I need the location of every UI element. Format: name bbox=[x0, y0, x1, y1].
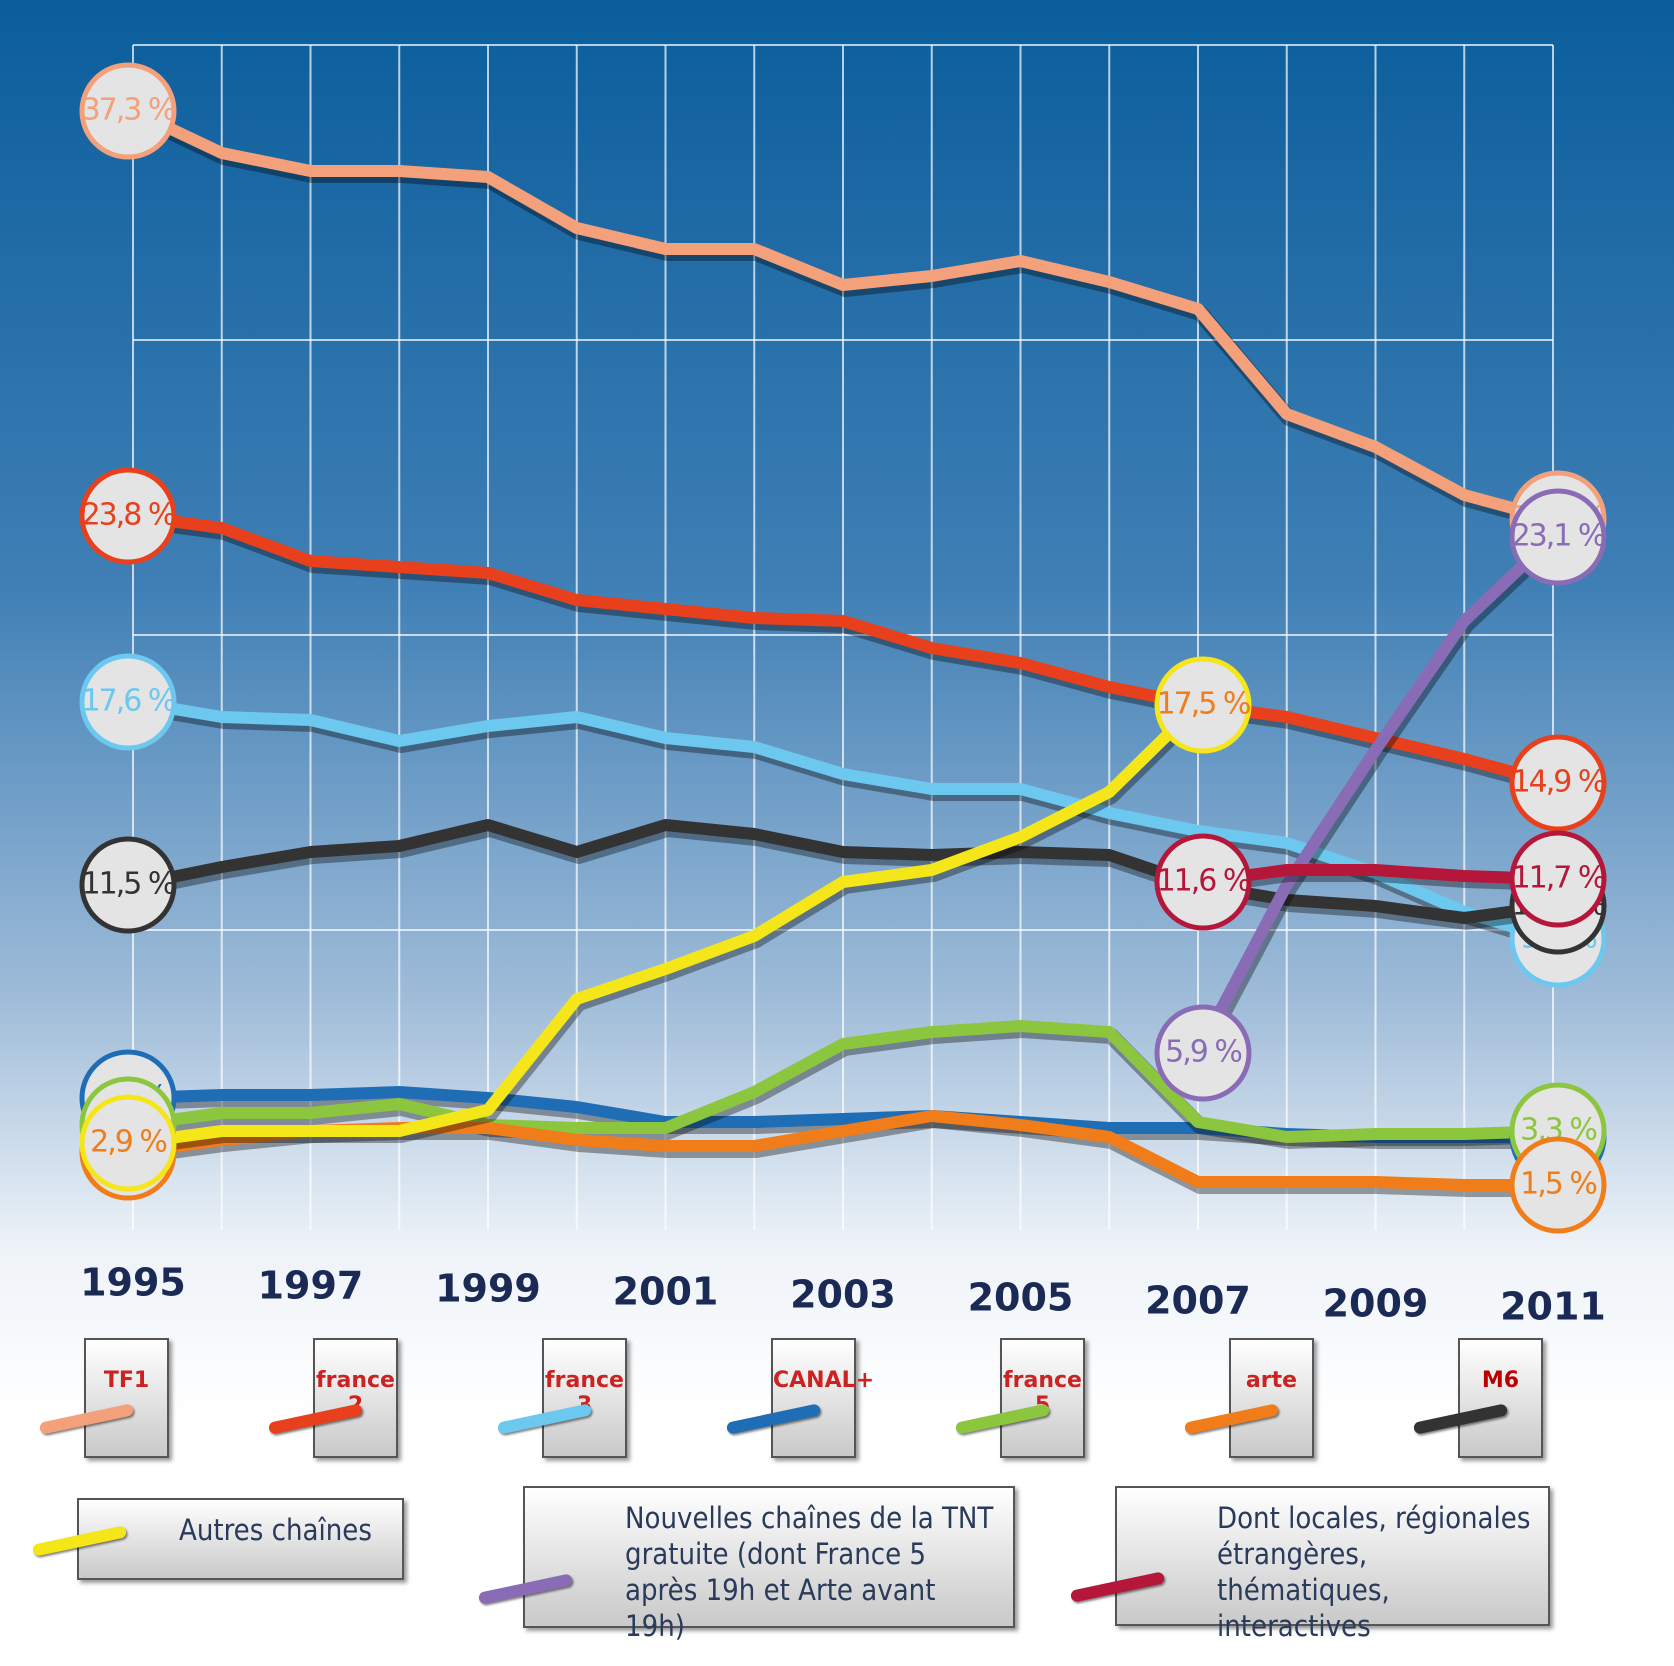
value-label-bubble bbox=[1509, 830, 1607, 928]
series-line bbox=[130, 105, 1555, 525]
value-label-bubble bbox=[79, 62, 177, 160]
value-label-bubble bbox=[79, 653, 177, 751]
x-tick-label: 2011 bbox=[1500, 1285, 1606, 1329]
value-label-bubble bbox=[1509, 734, 1607, 832]
value-label-bubble bbox=[79, 836, 177, 934]
series-line bbox=[132, 700, 1203, 1149]
x-tick-label: 2005 bbox=[968, 1276, 1074, 1320]
value-label: 37,3 % bbox=[82, 93, 175, 128]
x-tick-label: 2007 bbox=[1145, 1279, 1251, 1323]
value-label: 23,8 % bbox=[82, 498, 175, 533]
series-line bbox=[132, 510, 1555, 789]
value-label: 11,6 % bbox=[1157, 864, 1250, 899]
legend-entry: france 5 bbox=[1000, 1338, 1085, 1458]
value-label: 1,5 % bbox=[1520, 1167, 1596, 1202]
value-label: 5,9 % bbox=[1165, 1035, 1241, 1070]
series-line bbox=[1197, 864, 1554, 888]
legend-label: Dont locales, régionales étrangères, thé… bbox=[1217, 1501, 1531, 1643]
value-label: 11,5 % bbox=[82, 867, 175, 902]
value-label: 23,1 % bbox=[1512, 519, 1605, 554]
value-label-bubble bbox=[1154, 1004, 1252, 1102]
legend-entry: TF1 bbox=[84, 1338, 169, 1458]
value-label: 17,6 % bbox=[82, 684, 175, 719]
value-label: 14,9 % bbox=[1512, 765, 1605, 800]
value-label-bubble bbox=[79, 1094, 177, 1192]
value-label-bubble bbox=[1154, 833, 1252, 931]
value-label: 17,5 % bbox=[1157, 687, 1250, 722]
legend-entry: Dont locales, régionales étrangères, thé… bbox=[1115, 1486, 1550, 1643]
legend-label: TF1 bbox=[103, 1368, 150, 1393]
x-tick-label: 1995 bbox=[80, 1261, 186, 1305]
legend-label: Nouvelles chaînes de la TNT gratuite (do… bbox=[625, 1501, 994, 1643]
series-shadow bbox=[1192, 535, 1561, 1061]
value-label: 11,7 % bbox=[1512, 861, 1605, 896]
legend-label: CANAL+ bbox=[773, 1368, 875, 1393]
legend-entry: Autres chaînes bbox=[77, 1498, 404, 1580]
value-label-bubble bbox=[1154, 656, 1252, 754]
x-tick-label: 2001 bbox=[613, 1270, 719, 1314]
x-tick-label: 1999 bbox=[435, 1267, 541, 1311]
legend-entry: france 3 bbox=[542, 1338, 627, 1458]
x-tick-label: 2009 bbox=[1323, 1282, 1429, 1326]
series-line bbox=[1192, 532, 1558, 1056]
legend-label: arte bbox=[1245, 1368, 1298, 1393]
value-label-bubble bbox=[79, 467, 177, 565]
value-label: 2,9 % bbox=[90, 1125, 166, 1160]
series-line bbox=[132, 696, 1555, 945]
legend-entry: france 2 bbox=[313, 1338, 398, 1458]
legend-entry: M6 bbox=[1458, 1338, 1543, 1458]
legend-entry: arte bbox=[1229, 1338, 1314, 1458]
series-shadow bbox=[133, 703, 1206, 1155]
value-label-bubble bbox=[1509, 488, 1607, 586]
legend-label: Autres chaînes bbox=[179, 1513, 372, 1547]
legend-entry: CANAL+ bbox=[771, 1338, 874, 1458]
x-tick-label: 1997 bbox=[258, 1264, 364, 1308]
legend-entry: Nouvelles chaînes de la TNT gratuite (do… bbox=[523, 1486, 1015, 1643]
legend-label: M6 bbox=[1481, 1368, 1520, 1393]
value-label-bubble bbox=[1509, 1136, 1607, 1234]
series-line bbox=[131, 819, 1554, 924]
x-tick-label: 2003 bbox=[790, 1273, 896, 1317]
series-line bbox=[132, 1020, 1554, 1143]
